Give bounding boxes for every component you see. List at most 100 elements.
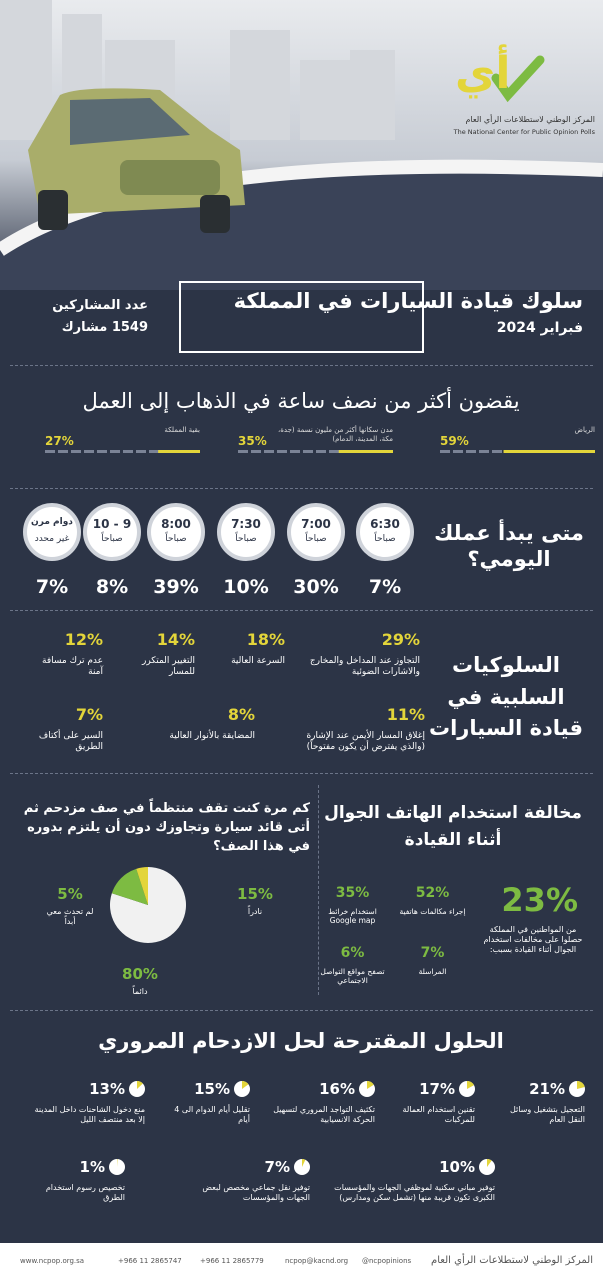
- solutions-title: الحلول المقترحة لحل الازدحام المروري: [98, 1029, 504, 1053]
- bar-track: [290, 450, 300, 453]
- phone-main: 23%: [501, 881, 578, 919]
- solution-value: 1%: [79, 1158, 105, 1176]
- solution-text: تقليل أيام الدوام الى 4 أيام: [174, 1105, 250, 1124]
- bar-fill: [338, 450, 393, 453]
- phone-text: المراسلة: [418, 967, 447, 976]
- buildings: [0, 0, 395, 140]
- start-value: 30%: [293, 576, 339, 598]
- solution-text: منع دخول الشاحنات داخل المدينة إلا بعد م…: [34, 1105, 145, 1124]
- bar-track: [149, 450, 159, 453]
- bar-track: [329, 450, 339, 453]
- icon-pie: [367, 1081, 374, 1089]
- icon-pie: [117, 1159, 118, 1167]
- phone-value: 52%: [415, 885, 450, 901]
- clock-time: 7:30: [231, 517, 261, 531]
- behaviour-text: التجاوز عند المداخل والمخارج والاشارات ا…: [309, 656, 420, 678]
- commute-value: 35%: [238, 434, 267, 448]
- separator: [10, 773, 593, 774]
- phone-value: 6%: [340, 945, 365, 961]
- phone-value: 7%: [420, 945, 445, 961]
- commute-value: 59%: [440, 434, 469, 448]
- bar-track: [71, 450, 81, 453]
- commute-place: بقية المملكة: [164, 426, 200, 434]
- commute-value: 27%: [45, 434, 74, 448]
- pie-name: دائماً: [132, 987, 148, 996]
- bar-track: [58, 450, 68, 453]
- footer-phone1: +966 11 2865779: [200, 1257, 264, 1265]
- bar-track: [316, 450, 326, 453]
- pie-name: لم تحدث معي أبداً: [46, 907, 94, 926]
- bar-track: [303, 450, 313, 453]
- start-value: 7%: [368, 576, 402, 598]
- phone-text: تصفح مواقع التواصل الاجتماعي: [320, 967, 385, 986]
- behaviour-value: 14%: [156, 630, 195, 649]
- bar-track: [238, 450, 248, 453]
- clock-period: صباحاً: [374, 534, 396, 544]
- bar-track: [110, 450, 120, 453]
- behaviour-text: السير على أكتاف الطريق: [38, 731, 103, 753]
- separator: [10, 610, 593, 611]
- bar-fill: [503, 450, 595, 453]
- icon-pie: [467, 1081, 475, 1089]
- behaviour-text: عدم ترك مسافة آمنة: [42, 656, 103, 678]
- solution-value: 21%: [529, 1080, 565, 1098]
- behaviour-value: 8%: [227, 705, 255, 724]
- clock-period: صباحاً: [235, 534, 257, 544]
- participants-label: عدد المشاركين: [52, 298, 148, 313]
- phone-value: 35%: [335, 885, 370, 901]
- bar-track: [251, 450, 261, 453]
- phone-text: استخدام خرائط Google map: [328, 907, 377, 926]
- behaviour-value: 11%: [386, 705, 425, 724]
- solution-text: تخصيص رسوم استخدام الطرق: [45, 1183, 125, 1202]
- start-value: 39%: [153, 576, 199, 598]
- clock-period: صباحاً: [165, 534, 187, 544]
- solution-value: 10%: [439, 1158, 475, 1176]
- bar-track: [123, 450, 133, 453]
- bar-track: [440, 450, 450, 453]
- start-value: 10%: [223, 576, 269, 598]
- commute-place: الرياض: [574, 426, 595, 434]
- title: سلوك قيادة السيارات في المملكة: [233, 289, 583, 313]
- title-frame: [179, 281, 424, 353]
- bar-track: [264, 450, 274, 453]
- car: [28, 88, 245, 233]
- bar-track: [45, 450, 55, 453]
- behaviour-text: التغيير المتكرر للمسار: [141, 656, 195, 678]
- separator: [10, 365, 593, 366]
- pie-slice: [109, 867, 186, 944]
- clock: [356, 503, 414, 561]
- clock: [147, 503, 205, 561]
- participants: 1549 مشارك: [61, 320, 148, 335]
- phone-main-text: من المواطنين في المملكة حصلوا على مخالفا…: [483, 925, 583, 954]
- pie-name: نادراً: [247, 907, 263, 916]
- behaviour-value: 29%: [381, 630, 420, 649]
- solution-text: توفير نقل جماعي مخصص لبعض الجهات والمؤسس…: [202, 1183, 310, 1202]
- footer-bg: [0, 1243, 603, 1280]
- solution-value: 15%: [194, 1080, 230, 1098]
- pie-value: 80%: [122, 965, 158, 983]
- behaviour-value: 18%: [246, 630, 285, 649]
- footer-phone2: +966 11 2865747: [118, 1257, 182, 1265]
- bar-track: [97, 450, 107, 453]
- footer-org: المركز الوطني لاستطلاعات الرأي العام: [431, 1255, 593, 1266]
- solution-text: توفير مباني سكنية لموظفي الجهات والمؤسسا…: [334, 1183, 495, 1202]
- logo-mark: أي: [455, 48, 511, 99]
- clock-time: 6:30: [370, 517, 400, 531]
- logo-check: [491, 55, 545, 103]
- pie-value: 5%: [57, 885, 83, 903]
- separator: [10, 1010, 593, 1011]
- start-value: 7%: [35, 576, 69, 598]
- solution-text: تقنين استخدام العمالة للمركبات: [402, 1105, 475, 1124]
- clock: [83, 503, 141, 561]
- icon-pie: [302, 1159, 306, 1167]
- icon-pie: [242, 1081, 249, 1089]
- bar-track: [277, 450, 287, 453]
- bar-track: [492, 450, 502, 453]
- solution-text: تكثيف التواجد المروري لتسهيل الحركة الان…: [273, 1105, 375, 1124]
- queue-question: كم مرة كنت تقف منتظماً في صف مزدحم ثم أت…: [23, 801, 310, 854]
- clock-period: صباحاً: [101, 534, 123, 544]
- clock-time: دوام مرن: [31, 517, 73, 527]
- clock: [23, 503, 81, 561]
